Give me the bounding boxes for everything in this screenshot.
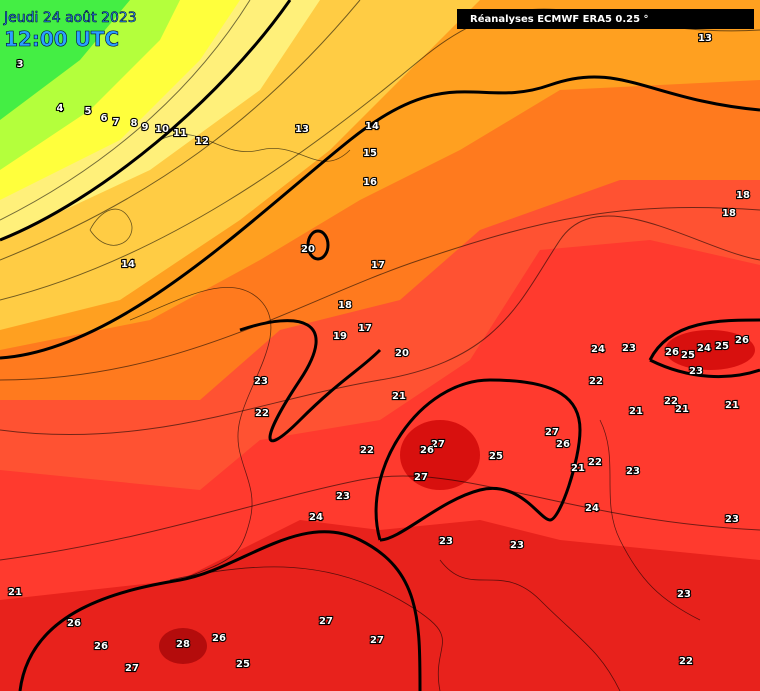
contour-label: 22 bbox=[664, 396, 678, 407]
contour-label: 15 bbox=[363, 148, 377, 159]
contour-label: 23 bbox=[510, 540, 524, 551]
contour-label: 27 bbox=[545, 427, 559, 438]
contour-label: 18 bbox=[722, 208, 736, 219]
contour-label: 17 bbox=[358, 323, 372, 334]
contour-label: 21 bbox=[675, 404, 689, 415]
contour-label: 18 bbox=[338, 300, 352, 311]
contour-label: 25 bbox=[715, 341, 729, 352]
contour-label: 13 bbox=[295, 124, 309, 135]
contour-label: 23 bbox=[439, 536, 453, 547]
contour-label: 25 bbox=[236, 659, 250, 670]
contour-label: 22 bbox=[360, 445, 374, 456]
contour-label: 27 bbox=[125, 663, 139, 674]
contour-label: 26 bbox=[94, 641, 108, 652]
contour-label: 23 bbox=[626, 466, 640, 477]
contour-label: 24 bbox=[697, 343, 711, 354]
contour-label: 25 bbox=[489, 451, 503, 462]
hot-spot bbox=[400, 420, 480, 490]
contour-label: 20 bbox=[395, 348, 409, 359]
contour-label: 14 bbox=[121, 259, 135, 270]
contour-label: 26 bbox=[212, 633, 226, 644]
source-box bbox=[457, 9, 754, 29]
contour-label: 21 bbox=[8, 587, 22, 598]
contour-label: 6 bbox=[101, 113, 108, 124]
contour-label: 27 bbox=[414, 472, 428, 483]
contour-label: 14 bbox=[365, 121, 379, 132]
contour-label: 22 bbox=[255, 408, 269, 419]
contour-label: 22 bbox=[679, 656, 693, 667]
contour-label: 5 bbox=[85, 106, 92, 117]
contour-label: 27 bbox=[431, 439, 445, 450]
contour-label: 10 bbox=[155, 124, 169, 135]
contour-label: 24 bbox=[591, 344, 605, 355]
contour-label: 26 bbox=[67, 618, 81, 629]
contour-label: 21 bbox=[629, 406, 643, 417]
contour-label: 9 bbox=[142, 122, 149, 133]
contour-label: 23 bbox=[689, 366, 703, 377]
contour-label: 23 bbox=[336, 491, 350, 502]
source-label: Réanalyses ECMWF ERA5 0.25 ° bbox=[470, 13, 649, 25]
contour-label: 27 bbox=[319, 616, 333, 627]
contour-label: 17 bbox=[371, 260, 385, 271]
contour-label: 23 bbox=[254, 376, 268, 387]
contour-label: 26 bbox=[735, 335, 749, 346]
date-label: Jeudi 24 août 2023 bbox=[3, 10, 137, 26]
contour-label: 19 bbox=[333, 331, 347, 342]
contour-label: 22 bbox=[589, 376, 603, 387]
contour-label: 23 bbox=[725, 514, 739, 525]
contour-label: 26 bbox=[420, 445, 434, 456]
contour-label: 24 bbox=[309, 512, 323, 523]
contour-label: 28 bbox=[176, 639, 190, 650]
contour-label: 24 bbox=[585, 503, 599, 514]
contour-label: 21 bbox=[571, 463, 585, 474]
contour-label: 21 bbox=[392, 391, 406, 402]
contour-label: 27 bbox=[370, 635, 384, 646]
contour-label: 22 bbox=[588, 457, 602, 468]
contour-label: 8 bbox=[131, 118, 138, 129]
contour-label: 26 bbox=[665, 347, 679, 358]
contour-label: 18 bbox=[736, 190, 750, 201]
contour-label: 26 bbox=[556, 439, 570, 450]
contour-label: 23 bbox=[677, 589, 691, 600]
time-label: 12:00 UTC bbox=[4, 27, 119, 51]
hot-spot bbox=[159, 628, 207, 664]
contour-label: 13 bbox=[698, 33, 712, 44]
contour-label: 21 bbox=[725, 400, 739, 411]
contour-label: 23 bbox=[622, 343, 636, 354]
contour-label: 20 bbox=[301, 244, 315, 255]
coastlines bbox=[89, 134, 701, 691]
contour-label: 25 bbox=[681, 350, 695, 361]
contour-label: 3 bbox=[17, 59, 24, 70]
band-green bbox=[0, 0, 130, 120]
hot-spot bbox=[665, 330, 755, 370]
contour-label: 12 bbox=[195, 136, 209, 147]
contour-label: 7 bbox=[113, 117, 120, 128]
contour-label: 11 bbox=[173, 128, 187, 139]
contour-label: 16 bbox=[363, 177, 377, 188]
contour-label: 4 bbox=[57, 103, 64, 114]
